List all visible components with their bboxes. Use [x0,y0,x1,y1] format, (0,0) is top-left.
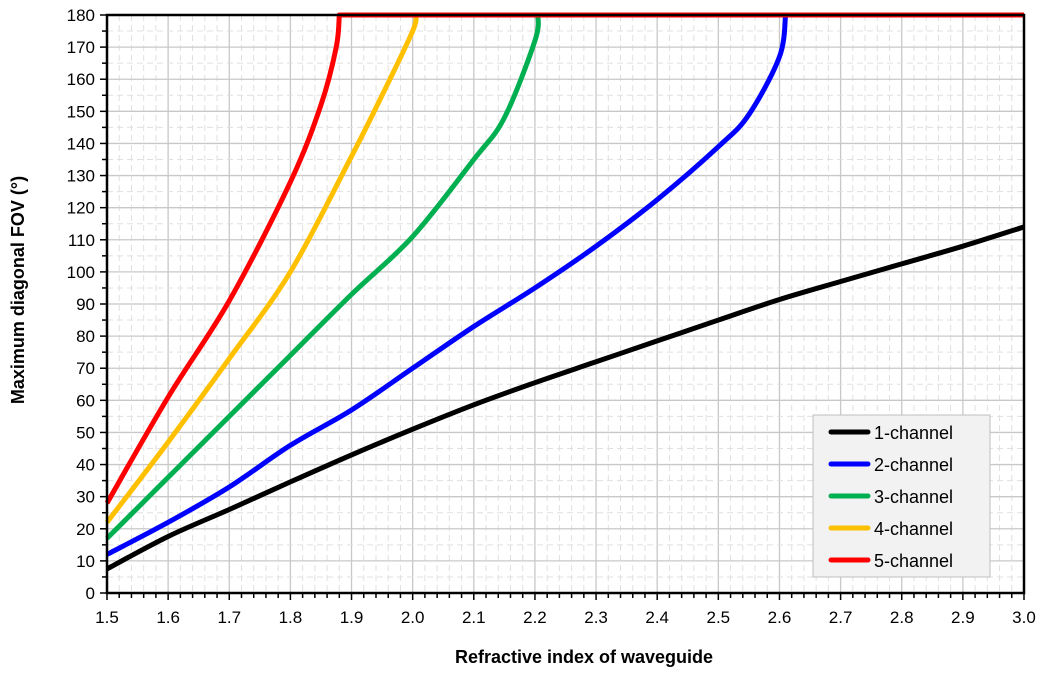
y-tick-label: 90 [76,295,95,314]
y-tick-label: 110 [68,231,95,250]
legend-label-2: 2-channel [874,455,953,475]
y-tick-label: 140 [67,134,95,153]
y-axis-title: Maximum diagonal FOV (°) [8,176,28,404]
x-tick-label: 1.5 [95,608,119,627]
grid [106,14,1025,594]
series-line-2-channel [105,12,1024,557]
x-tick-label: 2.2 [523,608,547,627]
y-tick-label: 40 [76,456,95,475]
x-tick-label: 1.8 [279,608,303,627]
y-tick-label: 0 [86,584,95,603]
x-tick-label: 3.0 [1012,608,1036,627]
x-tick-label: 2.1 [462,608,486,627]
y-tick-label: 150 [67,102,95,121]
x-tick-label: 1.6 [156,608,180,627]
x-tick-label: 2.3 [584,608,608,627]
legend-label-4: 4-channel [874,519,953,539]
y-tick-label: 20 [76,520,95,539]
series-line-4-channel [105,12,1024,524]
series-line-1-channel [105,224,1025,572]
x-tick-label: 2.9 [951,608,975,627]
series-line-3-channel [105,12,1024,541]
y-tick-label: 30 [76,488,95,507]
series-line-5-channel [104,12,1024,505]
x-tick-label: 2.6 [768,608,792,627]
x-tick-label: 2.8 [890,608,914,627]
y-tick-label: 70 [76,359,95,378]
x-tick-label: 1.9 [340,608,364,627]
y-tick-label: 170 [67,38,95,57]
series-lines [104,12,1025,572]
x-tick-label: 2.5 [707,608,731,627]
x-tick-labels: 1.5 1.6 1.7 1.8 1.9 2.0 2.1 2.2 2.3 2.4 2.5 2.6 2.7 2… [95,608,1036,627]
y-tick-label: 60 [76,391,95,410]
y-tick-label: 10 [76,552,95,571]
legend-label-3: 3-channel [874,487,953,507]
x-tick-label: 1.7 [217,608,241,627]
legend-label-5: 5-channel [874,551,953,571]
axis-ticks [100,14,1025,600]
y-tick-label: 50 [76,423,95,442]
y-tick-label: 130 [67,167,95,186]
y-tick-label: 80 [76,327,95,346]
x-tick-label: 2.0 [401,608,425,627]
y-tick-label: 180 [67,6,95,25]
y-tick-label: 100 [67,263,95,282]
x-tick-label: 2.7 [829,608,853,627]
x-tick-label: 2.4 [645,608,669,627]
y-tick-labels: 0 10 20 30 40 50 60 70 80 90 100 110 120 130 140 150 160… [67,6,95,603]
x-axis-title: Refractive index of waveguide [455,647,713,667]
legend-label-1: 1-channel [874,423,953,443]
y-tick-label: 120 [67,199,95,218]
legend: 1-channel 2-channel 3-channel 4-channel 5-ch… [812,414,991,578]
y-tick-label: 160 [67,70,95,89]
